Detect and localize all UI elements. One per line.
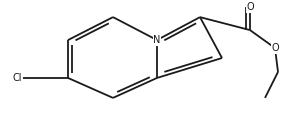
Text: Cl: Cl	[12, 73, 22, 83]
Text: N: N	[153, 35, 161, 45]
Text: O: O	[271, 43, 279, 53]
Text: O: O	[246, 2, 254, 12]
